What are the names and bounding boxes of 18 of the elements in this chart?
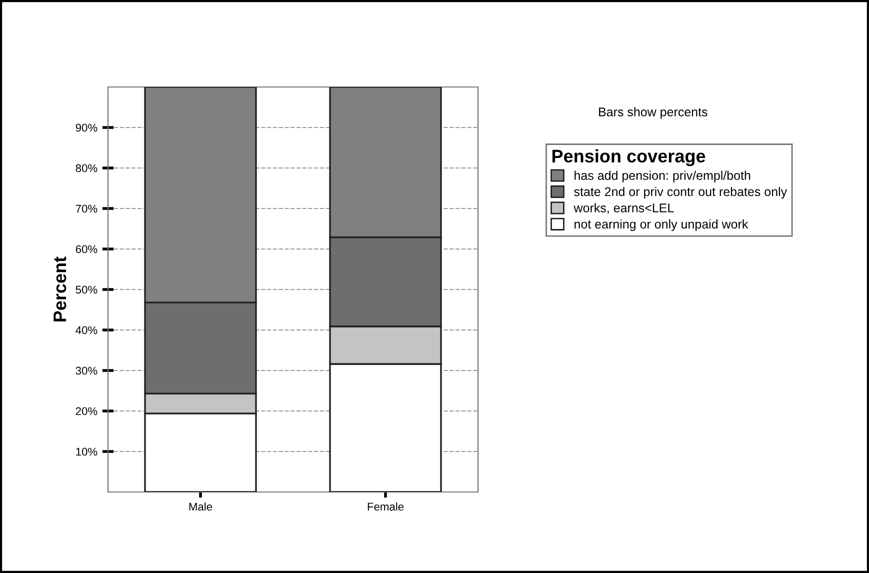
y-tick-label: 90% [76, 124, 98, 132]
y-tick-label: 40% [76, 326, 98, 334]
y-axis-title: Percent [54, 256, 66, 322]
x-tick-label: Female [368, 502, 404, 511]
y-tick-label: 50% [76, 286, 98, 294]
legend-label: state 2nd or priv contr out rebates only [574, 186, 788, 199]
legend-label: works, earns<LEL [574, 203, 674, 214]
y-tick-label: 20% [76, 407, 98, 416]
legend-label: has add pension: priv/empl/both [574, 170, 750, 182]
y-tick-label: 80% [76, 164, 98, 172]
legend-label: not earning or only unpaid work [574, 219, 748, 232]
legend-title: Pension coverage [552, 149, 706, 166]
y-tick-label: 70% [76, 204, 98, 213]
text: Bars show percents [599, 107, 708, 119]
y-tick-label: 30% [76, 366, 98, 375]
y-tick-label: 60% [76, 245, 98, 254]
y-tick-label: 10% [76, 448, 98, 456]
x-tick-label: Male [189, 502, 212, 511]
